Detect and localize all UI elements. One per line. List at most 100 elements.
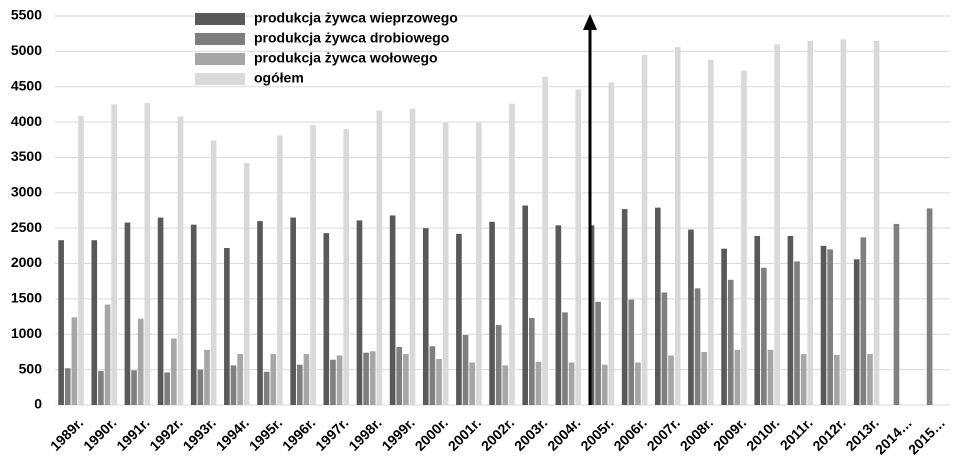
legend: produkcja żywca wieprzowego produkcja żyw… bbox=[195, 10, 458, 86]
bar bbox=[131, 370, 137, 405]
bar bbox=[787, 235, 794, 405]
x-tick-label: 2009r. bbox=[710, 414, 749, 453]
bar bbox=[628, 299, 635, 405]
bar bbox=[926, 208, 933, 405]
x-tick-label: 1994r. bbox=[213, 414, 252, 453]
bar bbox=[164, 372, 171, 405]
bar bbox=[104, 304, 111, 405]
bar bbox=[555, 225, 562, 405]
bar bbox=[210, 140, 217, 406]
bar bbox=[794, 261, 800, 405]
bar bbox=[668, 355, 674, 405]
bar bbox=[509, 103, 515, 406]
bar bbox=[91, 240, 98, 405]
x-tick-label: 2012r. bbox=[809, 414, 848, 453]
x-tick-label: 2015… bbox=[905, 414, 948, 457]
bar bbox=[860, 237, 867, 405]
bar bbox=[330, 359, 336, 405]
x-tick-label: 2005r. bbox=[577, 414, 616, 453]
x-tick-label: 2007r. bbox=[644, 414, 683, 453]
bar bbox=[403, 354, 409, 405]
bar bbox=[688, 229, 694, 405]
bar bbox=[475, 122, 482, 405]
bar bbox=[310, 124, 316, 406]
y-tick-label: 1000 bbox=[11, 325, 42, 341]
bar bbox=[767, 349, 774, 405]
bar bbox=[296, 364, 303, 405]
bar bbox=[290, 217, 296, 405]
y-tick-label: 3500 bbox=[11, 148, 42, 164]
bar bbox=[323, 233, 330, 405]
bar bbox=[469, 362, 475, 405]
x-tick-label: 2011r. bbox=[777, 414, 816, 453]
bar bbox=[694, 288, 701, 405]
y-tick-label: 5500 bbox=[11, 7, 42, 23]
bar bbox=[277, 135, 283, 405]
bar bbox=[204, 349, 210, 405]
bar bbox=[820, 245, 827, 405]
bar bbox=[171, 338, 177, 405]
x-tick-label: 1993r. bbox=[180, 414, 219, 453]
bar bbox=[157, 217, 164, 405]
legend-label: produkcja żywca wieprzowego bbox=[254, 10, 458, 26]
bar bbox=[641, 54, 648, 406]
bar bbox=[800, 354, 807, 405]
bar bbox=[568, 362, 575, 405]
bar bbox=[230, 365, 237, 405]
y-tick-label: 3000 bbox=[11, 184, 42, 200]
bar bbox=[741, 70, 747, 406]
x-tick-label: 1995r. bbox=[246, 414, 285, 453]
x-tick-label: 2002r. bbox=[478, 414, 517, 453]
bar bbox=[78, 115, 84, 405]
bar bbox=[190, 224, 197, 405]
bar bbox=[495, 325, 502, 405]
bar bbox=[761, 267, 767, 405]
bar bbox=[721, 248, 727, 405]
bar bbox=[442, 122, 449, 405]
x-tick-label: 2008r. bbox=[677, 414, 716, 453]
bar bbox=[257, 221, 263, 405]
bar bbox=[396, 347, 403, 405]
y-tick-label: 2000 bbox=[11, 254, 42, 270]
x-tick-label: 1999r. bbox=[378, 414, 417, 453]
bar bbox=[734, 349, 741, 405]
bar bbox=[58, 240, 64, 405]
bar bbox=[389, 215, 396, 405]
bar bbox=[243, 163, 250, 405]
bar bbox=[502, 365, 509, 405]
legend-label: ogółem bbox=[254, 70, 304, 86]
bars bbox=[58, 39, 933, 406]
bar bbox=[575, 89, 582, 405]
bar bbox=[727, 279, 734, 405]
x-tick-label: 2000r. bbox=[412, 414, 451, 453]
bar bbox=[111, 104, 117, 405]
x-tick-label: 1997r. bbox=[312, 414, 351, 453]
bar bbox=[608, 82, 615, 405]
bar bbox=[754, 235, 761, 405]
y-tick-label: 500 bbox=[19, 360, 43, 376]
arrow-head bbox=[583, 14, 597, 30]
bar bbox=[489, 221, 495, 405]
y-tick-label: 4500 bbox=[11, 77, 42, 93]
bar bbox=[654, 207, 661, 405]
y-tick-label: 4000 bbox=[11, 113, 42, 129]
bar bbox=[840, 39, 847, 406]
bar bbox=[303, 354, 310, 405]
x-tick-label: 2003r. bbox=[511, 414, 550, 453]
y-tick-label: 0 bbox=[34, 396, 42, 412]
bar bbox=[224, 247, 230, 405]
bar bbox=[124, 222, 131, 405]
bar bbox=[356, 220, 363, 405]
bar bbox=[376, 110, 383, 406]
x-tick-label: 1989r. bbox=[47, 414, 86, 453]
bar bbox=[144, 102, 151, 406]
x-tick-label: 1992r. bbox=[146, 414, 185, 453]
bar bbox=[456, 233, 462, 405]
bar bbox=[177, 116, 184, 405]
legend-swatch bbox=[195, 53, 245, 65]
x-tick-label: 2006r. bbox=[610, 414, 649, 453]
bar bbox=[807, 40, 814, 405]
bar bbox=[137, 318, 144, 405]
bar bbox=[237, 354, 243, 405]
bar bbox=[343, 129, 350, 405]
